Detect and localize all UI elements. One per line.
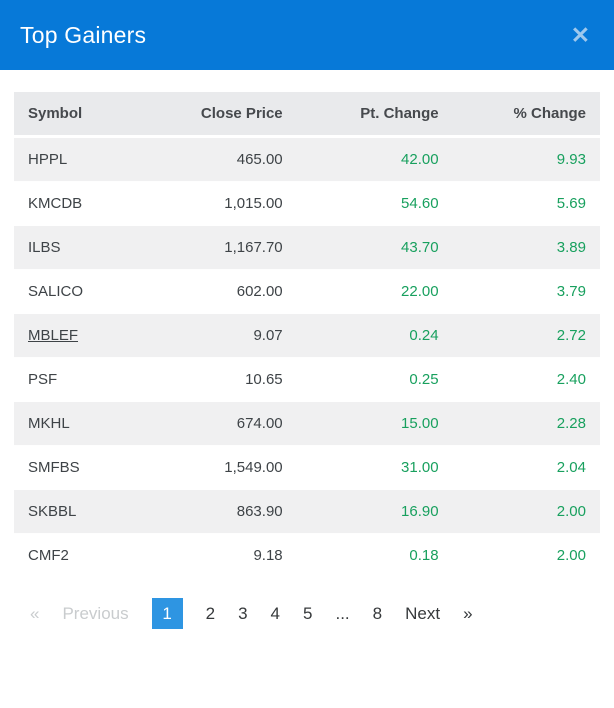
table-row: PSF 10.65 0.25 2.40 — [14, 358, 600, 402]
pt-change-cell: 15.00 — [401, 415, 439, 432]
pct-change-cell: 2.28 — [556, 415, 586, 432]
table-body: HPPL 465.00 42.00 9.93 KMCDB 1,015.00 54.60 5.6… — [14, 136, 600, 578]
table-row: SKBBL 863.90 16.90 2.00 — [14, 489, 600, 534]
symbol-link[interactable]: MBLEF — [28, 327, 79, 344]
page-4[interactable]: 4 — [270, 603, 281, 623]
pct-change-cell: 2.00 — [556, 547, 586, 564]
pct-change-cell: 9.93 — [556, 151, 586, 168]
pt-change-cell: 42.00 — [401, 151, 439, 168]
close-price-cell: 10.65 — [245, 371, 283, 388]
table-row: MKHL 674.00 15.00 2.28 — [14, 401, 600, 446]
top-gainers-panel: Symbol Close Price Pt. Change % Change H… — [0, 70, 614, 629]
symbol-cell: SMFBS — [14, 446, 136, 490]
symbol-link[interactable]: CMF2 — [28, 547, 69, 564]
pt-change-cell: 0.24 — [409, 327, 439, 344]
symbol-link[interactable]: SMFBS — [28, 459, 80, 476]
table-row: KMCDB 1,015.00 54.60 5.69 — [14, 182, 600, 226]
pct-change-cell: 2.04 — [556, 459, 586, 476]
pct-change-cell: 2.00 — [556, 503, 586, 520]
page-5[interactable]: 5 — [303, 603, 313, 623]
close-price-cell: 602.00 — [236, 283, 283, 300]
page-1[interactable]: 1 — [151, 598, 183, 629]
pct-change-cell: 2.72 — [556, 327, 586, 344]
symbol-cell: SALICO — [14, 270, 136, 314]
col-header-pt-change: Pt. Change — [296, 92, 453, 138]
table-row: SMFBS 1,549.00 31.00 2.04 — [14, 446, 600, 490]
pt-change-cell: 43.70 — [401, 239, 439, 256]
pt-change-cell: 22.00 — [401, 283, 439, 300]
symbol-link[interactable]: SKBBL — [28, 503, 77, 520]
close-price-cell: 1,549.00 — [224, 459, 283, 476]
table-row: SALICO 602.00 22.00 3.79 — [14, 270, 600, 314]
close-price-cell: 9.18 — [253, 547, 283, 564]
symbol-cell: SKBBL — [14, 490, 136, 534]
pt-change-cell: 31.00 — [401, 459, 439, 476]
pagination-next[interactable]: Next — [405, 603, 441, 623]
close-price-cell: 674.00 — [236, 415, 283, 432]
symbol-link[interactable]: MKHL — [28, 415, 70, 432]
pct-change-cell: 5.69 — [556, 195, 586, 212]
symbol-cell: MBLEF — [14, 314, 136, 358]
pagination-first-arrow: « — [30, 603, 40, 623]
page-3[interactable]: 3 — [238, 603, 248, 623]
close-price-cell: 863.90 — [236, 503, 283, 520]
symbol-link[interactable]: ILBS — [28, 239, 61, 256]
pct-change-cell: 2.40 — [556, 371, 586, 388]
pt-change-cell: 54.60 — [401, 195, 439, 212]
symbol-cell: HPPL — [14, 137, 136, 182]
symbol-cell: ILBS — [14, 226, 136, 270]
pct-change-cell: 3.89 — [556, 239, 586, 256]
table-row: MBLEF 9.07 0.24 2.72 — [14, 313, 600, 358]
top-gainers-table: Symbol Close Price Pt. Change % Change H… — [14, 92, 600, 578]
symbol-cell: KMCDB — [14, 182, 136, 226]
symbol-link[interactable]: PSF — [28, 371, 58, 388]
col-header-close-price: Close Price — [135, 92, 297, 138]
page-8[interactable]: 8 — [372, 603, 383, 623]
pagination-last-arrow[interactable]: » — [463, 603, 473, 623]
close-price-cell: 1,015.00 — [224, 195, 283, 212]
close-price-cell: 465.00 — [236, 151, 283, 168]
modal-header: Top Gainers ✕ — [0, 0, 614, 70]
pct-change-cell: 3.79 — [556, 283, 586, 300]
pt-change-cell: 0.25 — [409, 371, 439, 388]
page-2[interactable]: 2 — [205, 603, 216, 623]
symbol-cell: MKHL — [14, 402, 136, 446]
symbol-cell: PSF — [14, 358, 136, 402]
col-header-pct-change: % Change — [452, 92, 600, 138]
pt-change-cell: 16.90 — [401, 503, 439, 520]
pagination-ellipsis: ... — [335, 603, 350, 623]
table-header-row: Symbol Close Price Pt. Change % Change — [14, 92, 600, 138]
col-header-symbol: Symbol — [14, 92, 136, 138]
close-price-cell: 9.07 — [253, 327, 283, 344]
table-row: HPPL 465.00 42.00 9.93 — [14, 136, 600, 182]
table-row: CMF2 9.18 0.18 2.00 — [14, 534, 600, 578]
symbol-link[interactable]: HPPL — [28, 151, 68, 168]
page-title: Top Gainers — [20, 21, 147, 48]
symbol-cell: CMF2 — [14, 534, 136, 578]
pt-change-cell: 0.18 — [409, 547, 439, 564]
table-row: ILBS 1,167.70 43.70 3.89 — [14, 225, 600, 270]
symbol-link[interactable]: SALICO — [28, 283, 84, 300]
pagination-previous: Previous — [62, 603, 129, 623]
close-icon[interactable]: ✕ — [570, 21, 590, 48]
close-price-cell: 1,167.70 — [224, 239, 283, 256]
pagination: « Previous 1 2 3 4 5... 8 Next » — [30, 598, 600, 629]
symbol-link[interactable]: KMCDB — [28, 195, 83, 212]
